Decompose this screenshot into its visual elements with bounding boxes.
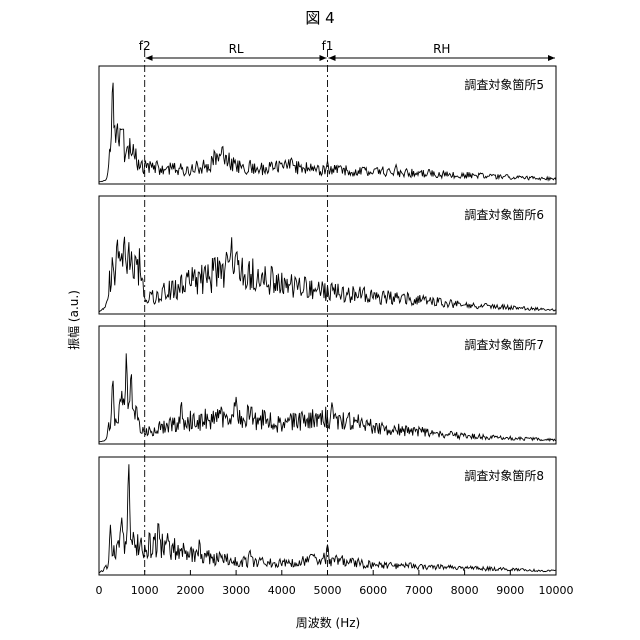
marker-label-f2: f2 bbox=[139, 39, 151, 53]
panel-label: 調査対象箇所6 bbox=[464, 208, 544, 222]
x-tick-label: 10000 bbox=[539, 584, 574, 597]
x-tick-label: 2000 bbox=[176, 584, 204, 597]
x-tick-label: 8000 bbox=[451, 584, 479, 597]
x-axis-label: 周波数 (Hz) bbox=[296, 615, 361, 630]
x-axis: 0 1000 2000 3000 4000 5000 6000 7000 8000 9000 100… bbox=[96, 570, 574, 597]
x-tick-label: 1000 bbox=[131, 584, 159, 597]
x-tick-label: 6000 bbox=[359, 584, 387, 597]
y-axis-label: 振幅 (a.u.) bbox=[66, 290, 81, 350]
x-tick-label: 9000 bbox=[496, 584, 524, 597]
x-tick-label: 0 bbox=[96, 584, 103, 597]
x-tick-label: 4000 bbox=[268, 584, 296, 597]
x-tick-label: 7000 bbox=[405, 584, 433, 597]
panel-label: 調査対象箇所8 bbox=[464, 469, 544, 483]
frequency-band-annotations: RL RH bbox=[146, 42, 555, 58]
marker-label-f1: f1 bbox=[322, 39, 334, 53]
frequency-marker-lines: f2 f1 bbox=[139, 39, 334, 575]
band-label-rh: RH bbox=[433, 42, 450, 56]
x-tick-label: 5000 bbox=[314, 584, 342, 597]
chart-title: 図 4 bbox=[305, 9, 334, 27]
band-label-rl: RL bbox=[229, 42, 244, 56]
panel-label: 調査対象箇所5 bbox=[464, 78, 544, 92]
panel-label: 調査対象箇所7 bbox=[464, 338, 544, 352]
x-tick-label: 3000 bbox=[222, 584, 250, 597]
